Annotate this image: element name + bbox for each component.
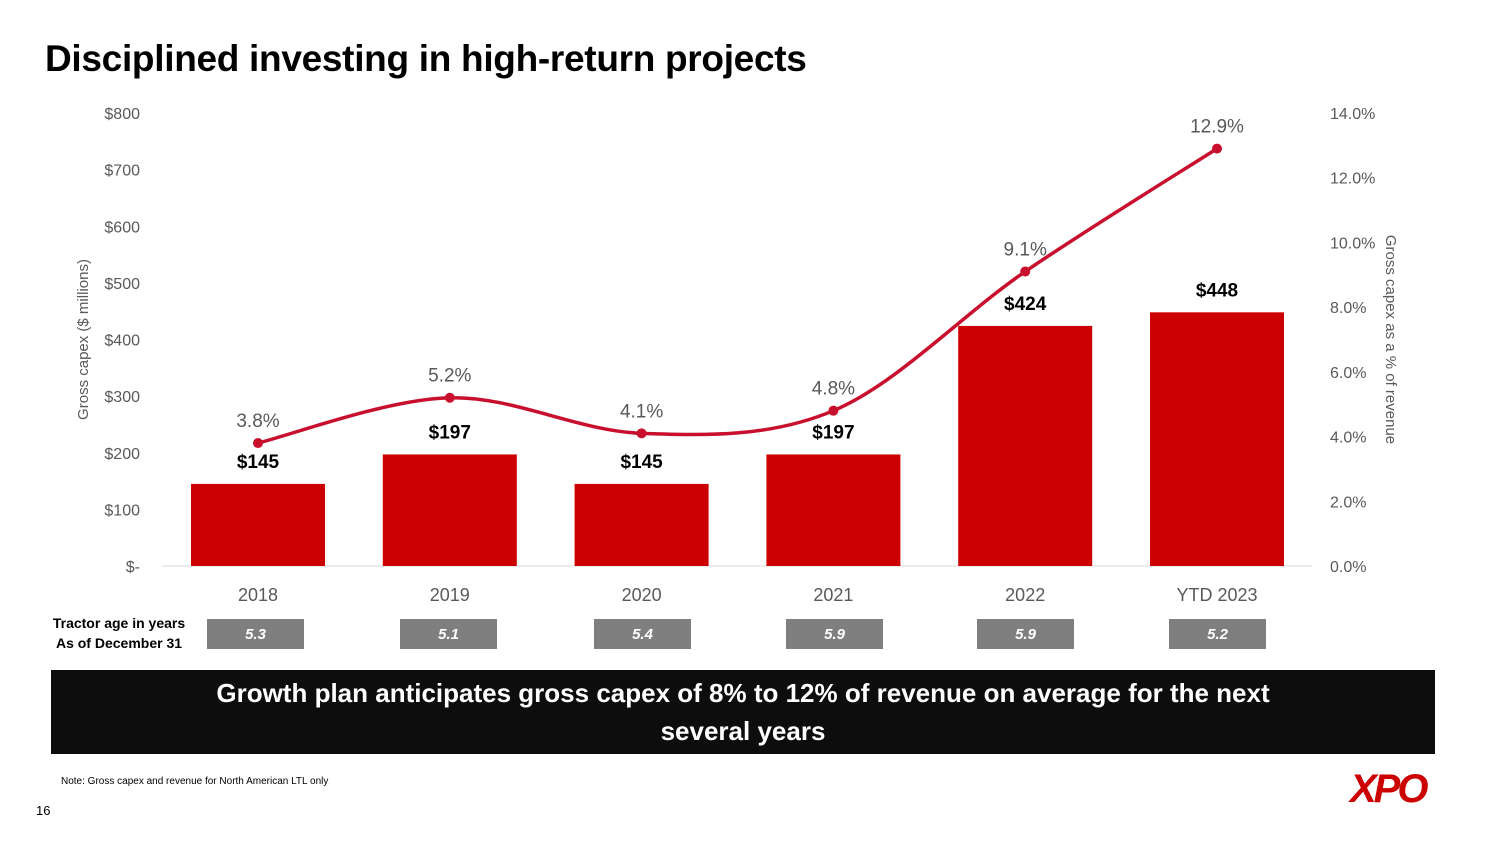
footnote: Note: Gross capex and revenue for North …	[61, 776, 329, 787]
percent-series-line	[257, 147, 1218, 445]
y2-tick-label: 10.0%	[1330, 235, 1375, 252]
page-number: 16	[36, 803, 51, 818]
y2-tick-label: 0.0%	[1330, 559, 1366, 576]
bar-value-label: $145	[237, 452, 280, 473]
tractor-age-2019: 5.1	[400, 619, 497, 649]
bar-value-label: $197	[429, 422, 471, 443]
x-tick-label: 2021	[813, 585, 853, 605]
tractor-age-2021: 5.9	[786, 619, 883, 649]
y-tick-label: $700	[104, 163, 140, 180]
percent-data-label: 4.1%	[620, 401, 663, 422]
bar-value-label: $448	[1196, 280, 1238, 301]
percent-point	[253, 438, 263, 449]
y-tick-label: $400	[104, 333, 140, 350]
percent-point	[1212, 143, 1222, 154]
y2-tick-label: 14.0%	[1330, 106, 1375, 123]
callout-text: Growth plan anticipates gross capex of 8…	[216, 678, 1270, 746]
y-tick-label: $600	[104, 219, 140, 236]
bar	[958, 325, 1093, 566]
x-tick-label: 2018	[238, 585, 278, 605]
x-tick-label: 2022	[1005, 585, 1045, 605]
bar	[574, 483, 709, 566]
y-tick-label: $500	[104, 276, 140, 293]
y-tick-label: $-	[126, 559, 140, 576]
y-axis-title: Gross capex ($ millions)	[75, 259, 92, 420]
bar-value-label: $145	[620, 452, 663, 473]
x-tick-label: 2019	[430, 585, 470, 605]
y-tick-label: $300	[104, 389, 140, 406]
bar	[1150, 312, 1284, 566]
y2-tick-label: 12.0%	[1330, 171, 1375, 188]
percent-point	[828, 405, 839, 416]
y-tick-label: $200	[104, 446, 140, 463]
y2-tick-label: 8.0%	[1330, 300, 1366, 317]
tractor-age-label-line2: As of December 31	[55, 635, 183, 651]
x-tick-label: 2020	[622, 585, 662, 605]
bar-value-label: $197	[812, 422, 854, 443]
percent-point	[636, 428, 647, 439]
percent-data-label: 4.8%	[812, 379, 855, 400]
tractor-age-2022: 5.9	[977, 619, 1074, 649]
callout-banner: Growth plan anticipates gross capex of 8…	[51, 670, 1435, 754]
bar-value-label: $424	[1004, 294, 1047, 315]
tractor-age-2020: 5.4	[594, 619, 691, 649]
percent-point	[1020, 266, 1031, 277]
y2-tick-label: 2.0%	[1330, 494, 1366, 511]
x-tick-label: YTD 2023	[1176, 585, 1257, 605]
percent-point	[444, 392, 455, 403]
y2-tick-label: 6.0%	[1330, 365, 1366, 382]
percent-data-label: 5.2%	[428, 366, 471, 387]
bar	[382, 454, 517, 566]
tractor-age-ytd-2023: 5.2	[1169, 619, 1266, 649]
y2-axis-title: Gross capex as a % of revenue	[1382, 235, 1399, 444]
tractor-age-label-line1: Tractor age in years	[52, 615, 186, 631]
percent-data-label: 9.1%	[1004, 240, 1047, 261]
tractor-age-2018: 5.3	[207, 619, 304, 649]
slide-title: Disciplined investing in high-return pro…	[45, 38, 807, 79]
y2-tick-label: 4.0%	[1330, 430, 1366, 447]
bar	[766, 454, 901, 566]
y-tick-label: $800	[104, 106, 140, 123]
tractor-age-label: Tractor age in years As of December 31	[40, 613, 198, 653]
percent-data-label: 12.9%	[1190, 117, 1244, 138]
percent-data-label: 3.8%	[236, 411, 279, 432]
bar	[191, 483, 325, 566]
xpo-logo: XPO	[1350, 767, 1429, 811]
y-tick-label: $100	[104, 502, 140, 519]
